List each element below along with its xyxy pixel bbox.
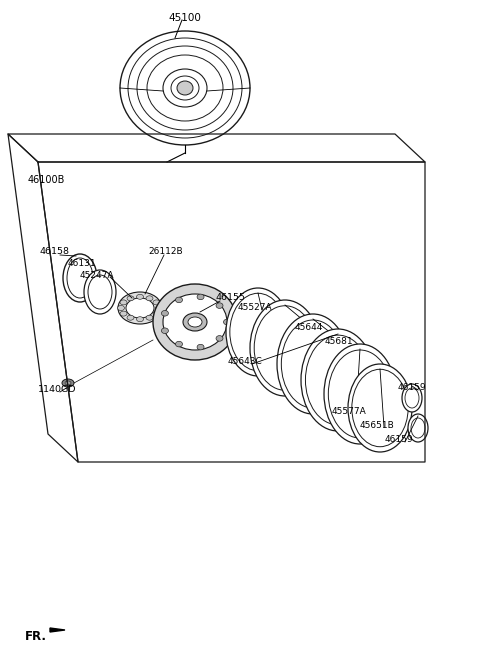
Ellipse shape: [216, 303, 223, 308]
Ellipse shape: [136, 295, 144, 299]
Ellipse shape: [230, 293, 286, 371]
Ellipse shape: [171, 76, 199, 100]
Ellipse shape: [324, 344, 396, 444]
Text: 45644: 45644: [295, 323, 324, 333]
Text: 45643C: 45643C: [228, 358, 263, 367]
Ellipse shape: [226, 288, 290, 376]
Text: 46159: 46159: [398, 384, 427, 392]
Text: 45577A: 45577A: [332, 407, 367, 417]
Ellipse shape: [188, 317, 202, 327]
Ellipse shape: [301, 329, 375, 431]
Ellipse shape: [176, 297, 182, 302]
Ellipse shape: [126, 298, 154, 318]
Ellipse shape: [277, 314, 349, 414]
Ellipse shape: [153, 300, 160, 305]
Ellipse shape: [120, 31, 250, 145]
Ellipse shape: [161, 310, 168, 316]
Ellipse shape: [118, 292, 162, 324]
Text: FR.: FR.: [25, 630, 47, 642]
Text: 26112B: 26112B: [148, 247, 182, 256]
Ellipse shape: [120, 300, 127, 305]
Text: 45651B: 45651B: [360, 420, 395, 430]
Ellipse shape: [216, 336, 223, 341]
Text: 45681: 45681: [325, 337, 354, 346]
Ellipse shape: [84, 270, 116, 314]
Text: 45527A: 45527A: [238, 304, 273, 312]
Ellipse shape: [65, 381, 71, 385]
Ellipse shape: [137, 46, 233, 130]
Ellipse shape: [328, 350, 392, 438]
Ellipse shape: [128, 38, 242, 138]
Text: 1140GD: 1140GD: [38, 386, 76, 394]
Text: 46131: 46131: [68, 260, 96, 268]
Ellipse shape: [146, 315, 153, 320]
Ellipse shape: [250, 300, 320, 396]
Ellipse shape: [153, 311, 160, 316]
Ellipse shape: [118, 306, 124, 310]
Ellipse shape: [405, 388, 419, 408]
Ellipse shape: [224, 319, 230, 325]
Ellipse shape: [177, 81, 193, 95]
Ellipse shape: [62, 379, 74, 387]
Text: 46100B: 46100B: [28, 175, 65, 185]
Ellipse shape: [147, 55, 223, 121]
Text: 46159: 46159: [385, 436, 414, 445]
Ellipse shape: [67, 258, 93, 298]
Ellipse shape: [348, 364, 412, 452]
Ellipse shape: [153, 284, 237, 360]
Text: 46158: 46158: [40, 247, 70, 256]
Ellipse shape: [127, 315, 134, 320]
Ellipse shape: [197, 344, 204, 350]
Polygon shape: [50, 628, 65, 632]
Ellipse shape: [352, 369, 408, 447]
Ellipse shape: [402, 384, 422, 412]
Ellipse shape: [63, 254, 97, 302]
Text: 45247A: 45247A: [80, 270, 115, 279]
Ellipse shape: [163, 294, 227, 350]
Ellipse shape: [305, 335, 371, 425]
Ellipse shape: [183, 313, 207, 331]
Text: 46155: 46155: [215, 293, 245, 302]
Ellipse shape: [176, 341, 182, 347]
Ellipse shape: [161, 328, 168, 333]
Text: 45100: 45100: [168, 13, 201, 23]
Ellipse shape: [411, 418, 425, 438]
Ellipse shape: [127, 296, 134, 301]
Ellipse shape: [156, 306, 163, 310]
Ellipse shape: [163, 69, 207, 107]
Ellipse shape: [408, 414, 428, 442]
Ellipse shape: [254, 306, 316, 390]
Ellipse shape: [88, 275, 112, 309]
Ellipse shape: [146, 296, 153, 301]
Ellipse shape: [281, 320, 345, 408]
Ellipse shape: [197, 294, 204, 300]
Ellipse shape: [120, 311, 127, 316]
Ellipse shape: [136, 317, 144, 321]
